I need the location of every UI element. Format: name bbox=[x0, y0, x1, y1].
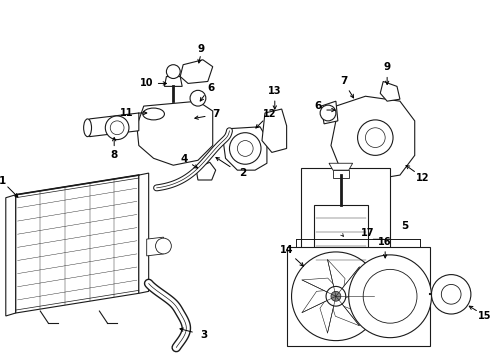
Text: 14: 14 bbox=[280, 245, 294, 255]
Polygon shape bbox=[336, 296, 373, 309]
Polygon shape bbox=[262, 109, 287, 152]
Polygon shape bbox=[6, 195, 16, 316]
Circle shape bbox=[320, 105, 336, 121]
Polygon shape bbox=[196, 162, 216, 180]
Text: 15: 15 bbox=[478, 311, 490, 321]
Polygon shape bbox=[331, 96, 415, 180]
Circle shape bbox=[229, 133, 261, 164]
Polygon shape bbox=[327, 260, 345, 296]
Circle shape bbox=[432, 275, 471, 314]
Circle shape bbox=[331, 291, 341, 301]
Polygon shape bbox=[137, 101, 213, 165]
Circle shape bbox=[363, 269, 417, 323]
Circle shape bbox=[167, 65, 180, 78]
Bar bbox=[333, 170, 349, 178]
Polygon shape bbox=[223, 127, 267, 170]
Polygon shape bbox=[147, 237, 164, 256]
Circle shape bbox=[441, 284, 461, 304]
Polygon shape bbox=[302, 278, 337, 296]
Text: 1: 1 bbox=[0, 176, 6, 186]
Polygon shape bbox=[90, 113, 139, 137]
Text: 8: 8 bbox=[111, 150, 118, 160]
Text: 7: 7 bbox=[212, 109, 220, 119]
Circle shape bbox=[349, 255, 432, 338]
Text: 12: 12 bbox=[416, 173, 429, 183]
Ellipse shape bbox=[143, 108, 165, 120]
Polygon shape bbox=[180, 60, 213, 84]
Text: 2: 2 bbox=[239, 168, 246, 178]
Polygon shape bbox=[329, 163, 353, 170]
Text: 17: 17 bbox=[361, 228, 374, 238]
Polygon shape bbox=[320, 296, 336, 333]
Polygon shape bbox=[331, 296, 359, 326]
Circle shape bbox=[366, 128, 385, 148]
Text: 7: 7 bbox=[340, 76, 347, 86]
Polygon shape bbox=[321, 101, 338, 124]
Circle shape bbox=[237, 141, 253, 156]
Text: 10: 10 bbox=[140, 78, 153, 89]
Circle shape bbox=[358, 120, 393, 156]
Circle shape bbox=[292, 252, 380, 341]
Circle shape bbox=[105, 116, 129, 140]
Polygon shape bbox=[139, 173, 148, 293]
Text: 9: 9 bbox=[197, 44, 204, 54]
Polygon shape bbox=[336, 267, 359, 299]
Text: 11: 11 bbox=[120, 108, 134, 118]
Text: 3: 3 bbox=[200, 330, 207, 340]
Circle shape bbox=[190, 90, 206, 106]
Polygon shape bbox=[302, 290, 336, 312]
Polygon shape bbox=[16, 175, 139, 313]
Bar bbox=[301, 168, 390, 284]
Polygon shape bbox=[380, 81, 400, 101]
Text: 9: 9 bbox=[384, 62, 391, 72]
Text: 5: 5 bbox=[401, 221, 409, 231]
Ellipse shape bbox=[84, 119, 92, 137]
Circle shape bbox=[155, 238, 172, 254]
Bar bbox=[314, 204, 368, 274]
Text: 12: 12 bbox=[263, 109, 277, 119]
Text: 16: 16 bbox=[378, 237, 392, 247]
Text: 13: 13 bbox=[268, 86, 282, 96]
Polygon shape bbox=[165, 77, 182, 86]
Text: 6: 6 bbox=[315, 101, 322, 111]
Text: 4: 4 bbox=[180, 154, 188, 164]
Polygon shape bbox=[287, 247, 430, 346]
Circle shape bbox=[326, 287, 346, 306]
Circle shape bbox=[110, 121, 124, 135]
Text: 6: 6 bbox=[207, 84, 214, 93]
